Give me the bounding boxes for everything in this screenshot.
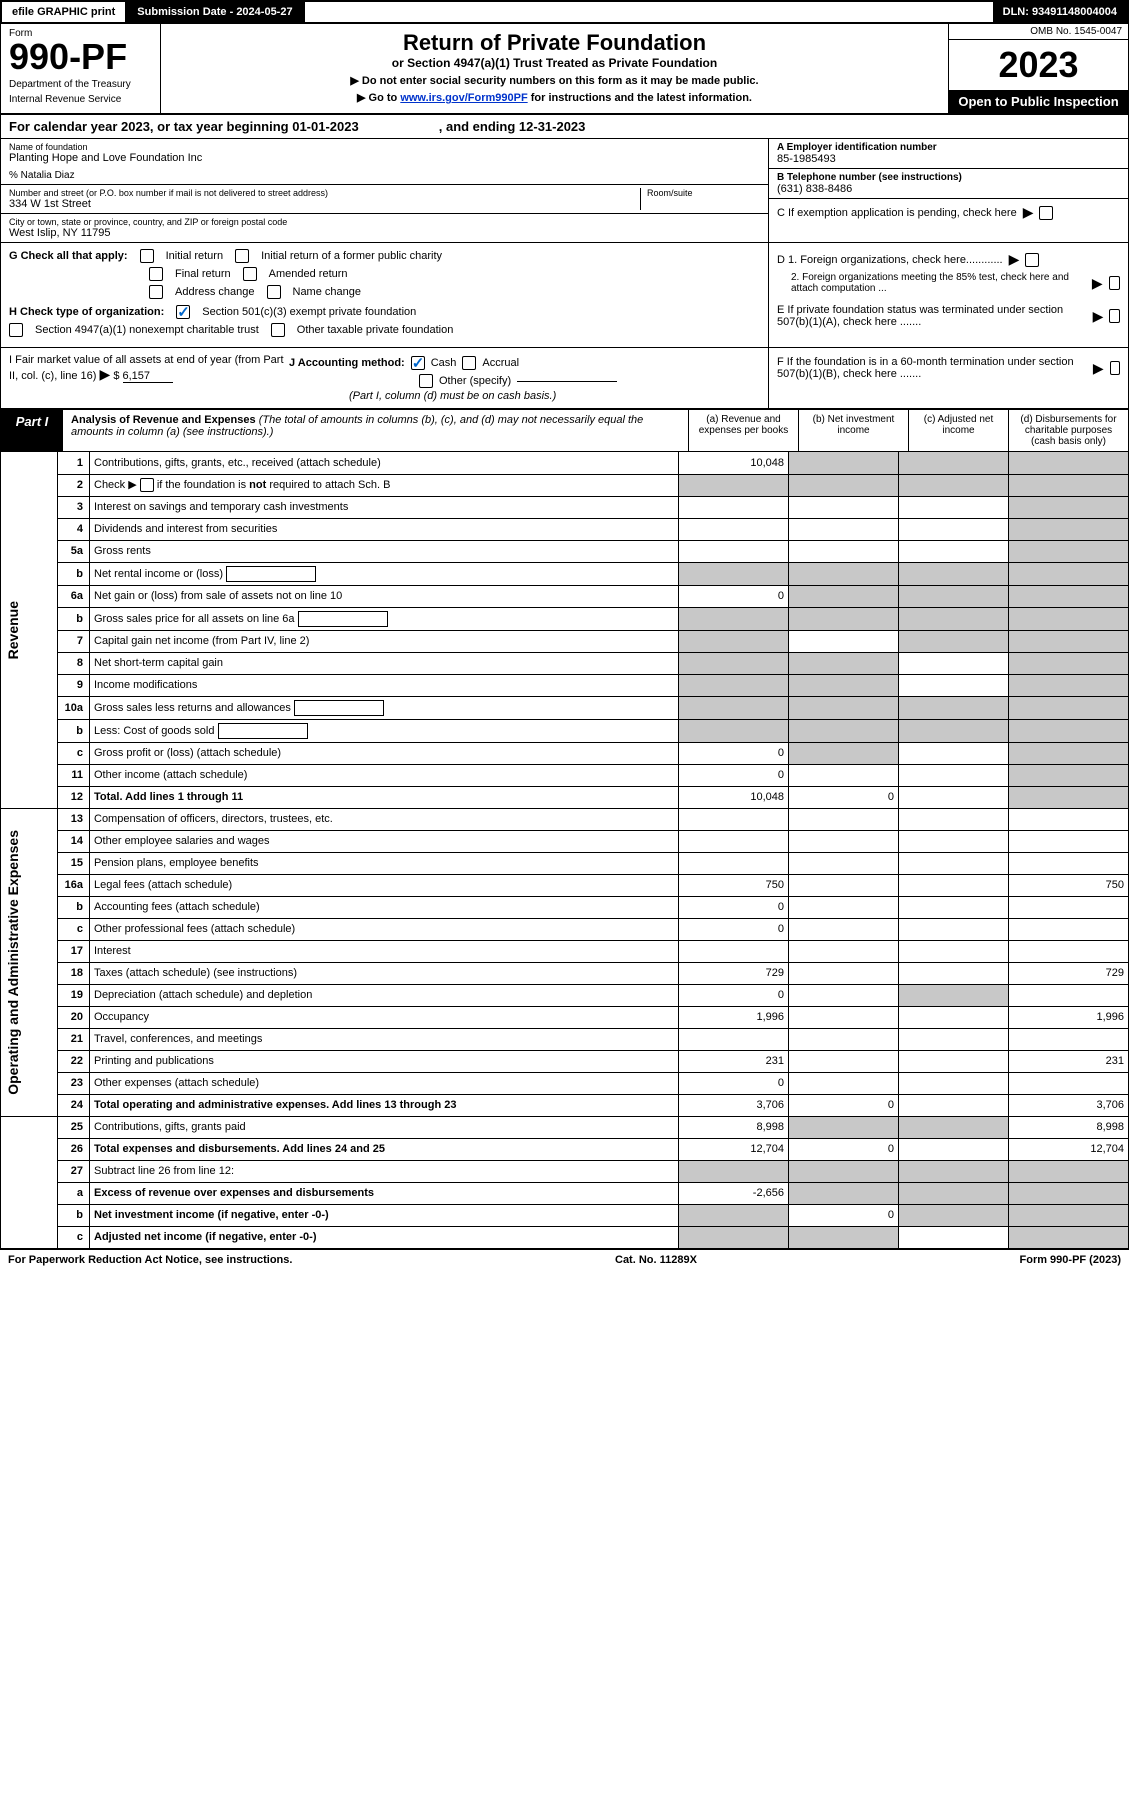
h-4947-checkbox[interactable] <box>9 323 23 337</box>
care-of: % Natalia Diaz <box>9 170 760 181</box>
phone-label: B Telephone number (see instructions) <box>777 172 1120 183</box>
submission-date-label: Submission Date - 2024-05-27 <box>127 2 304 22</box>
room-label: Room/suite <box>647 188 760 198</box>
e-label: E If private foundation status was termi… <box>777 304 1087 328</box>
col-b-header: (b) Net investment income <box>798 410 908 451</box>
expenses-side-label: Operating and Administrative Expenses <box>5 830 21 1095</box>
col-a-header: (a) Revenue and expenses per books <box>688 410 798 451</box>
g-amended-checkbox[interactable] <box>243 267 257 281</box>
top-bar: efile GRAPHIC print Submission Date - 20… <box>0 0 1129 24</box>
form-subtitle: or Section 4947(a)(1) Trust Treated as P… <box>171 56 938 70</box>
j-note: (Part I, column (d) must be on cash basi… <box>289 390 760 402</box>
open-to-public: Open to Public Inspection <box>949 90 1128 113</box>
j-cash-checkbox[interactable] <box>411 356 425 370</box>
tax-year: 2023 <box>949 40 1128 90</box>
f-checkbox[interactable] <box>1110 361 1120 375</box>
part1-label: Part I <box>1 410 63 451</box>
form-number: 990-PF <box>9 39 152 75</box>
g-initial-checkbox[interactable] <box>140 249 154 263</box>
section-g-h: G Check all that apply: Initial return I… <box>0 243 1129 348</box>
d2-label: 2. Foreign organizations meeting the 85%… <box>791 272 1086 294</box>
part1-header: Part I Analysis of Revenue and Expenses … <box>0 410 1129 452</box>
e-checkbox[interactable] <box>1109 309 1120 323</box>
address-label: Number and street (or P.O. box number if… <box>9 188 640 198</box>
d2-checkbox[interactable] <box>1109 276 1120 290</box>
col-c-header: (c) Adjusted net income <box>908 410 1008 451</box>
cat-number: Cat. No. 11289X <box>615 1254 697 1266</box>
filer-block: Name of foundation Planting Hope and Lov… <box>0 139 1129 243</box>
address: 334 W 1st Street <box>9 198 640 210</box>
revenue-side-label: Revenue <box>5 601 21 659</box>
foundation-name-label: Name of foundation <box>9 142 760 152</box>
col-d-header: (d) Disbursements for charitable purpose… <box>1008 410 1128 451</box>
ein: 85-1985493 <box>777 153 1120 165</box>
h-label: H Check type of organization: <box>9 306 164 318</box>
phone: (631) 838-8486 <box>777 183 1120 195</box>
city-state-zip: West Islip, NY 11795 <box>9 227 760 239</box>
dln-label: DLN: 93491148004004 <box>993 2 1127 22</box>
omb-number: OMB No. 1545-0047 <box>949 24 1128 40</box>
analysis-table: Revenue 1Contributions, gifts, grants, e… <box>0 452 1129 1249</box>
l2-checkbox[interactable] <box>140 478 154 492</box>
j-accrual-checkbox[interactable] <box>462 356 476 370</box>
form-header: Form 990-PF Department of the Treasury I… <box>0 24 1129 113</box>
paperwork-notice: For Paperwork Reduction Act Notice, see … <box>8 1254 292 1266</box>
irs-label: Internal Revenue Service <box>9 94 152 105</box>
calendar-year-row: For calendar year 2023, or tax year begi… <box>0 113 1129 139</box>
d1-label: D 1. Foreign organizations, check here..… <box>777 254 1003 266</box>
page-footer: For Paperwork Reduction Act Notice, see … <box>0 1249 1129 1270</box>
form990pf-link[interactable]: www.irs.gov/Form990PF <box>400 92 527 104</box>
g-address-checkbox[interactable] <box>149 285 163 299</box>
part1-title: Analysis of Revenue and Expenses <box>71 414 256 426</box>
form-footer-label: Form 990-PF (2023) <box>1020 1254 1121 1266</box>
g-name-checkbox[interactable] <box>267 285 281 299</box>
i-fmv-value: 6,157 <box>123 370 173 383</box>
city-label: City or town, state or province, country… <box>9 217 760 227</box>
d1-checkbox[interactable] <box>1025 253 1039 267</box>
j-other-checkbox[interactable] <box>419 374 433 388</box>
dept-treasury: Department of the Treasury <box>9 79 152 90</box>
instr-ssn: ▶ Do not enter social security numbers o… <box>171 74 938 87</box>
g-label: G Check all that apply: <box>9 250 128 262</box>
g-initial-former-checkbox[interactable] <box>235 249 249 263</box>
form-title: Return of Private Foundation <box>171 30 938 56</box>
h-501c3-checkbox[interactable] <box>176 305 190 319</box>
section-i-j: I Fair market value of all assets at end… <box>0 348 1129 410</box>
efile-print-button[interactable]: efile GRAPHIC print <box>2 2 127 22</box>
c-exemption-checkbox[interactable] <box>1039 206 1053 220</box>
f-label: F If the foundation is in a 60-month ter… <box>777 356 1087 380</box>
g-final-checkbox[interactable] <box>149 267 163 281</box>
foundation-name: Planting Hope and Love Foundation Inc <box>9 152 760 164</box>
h-other-taxable-checkbox[interactable] <box>271 323 285 337</box>
c-exemption-label: C If exemption application is pending, c… <box>777 207 1017 219</box>
ein-label: A Employer identification number <box>777 142 1120 153</box>
j-label: J Accounting method: <box>289 357 405 369</box>
instr-link-row: ▶ Go to www.irs.gov/Form990PF for instru… <box>171 91 938 104</box>
